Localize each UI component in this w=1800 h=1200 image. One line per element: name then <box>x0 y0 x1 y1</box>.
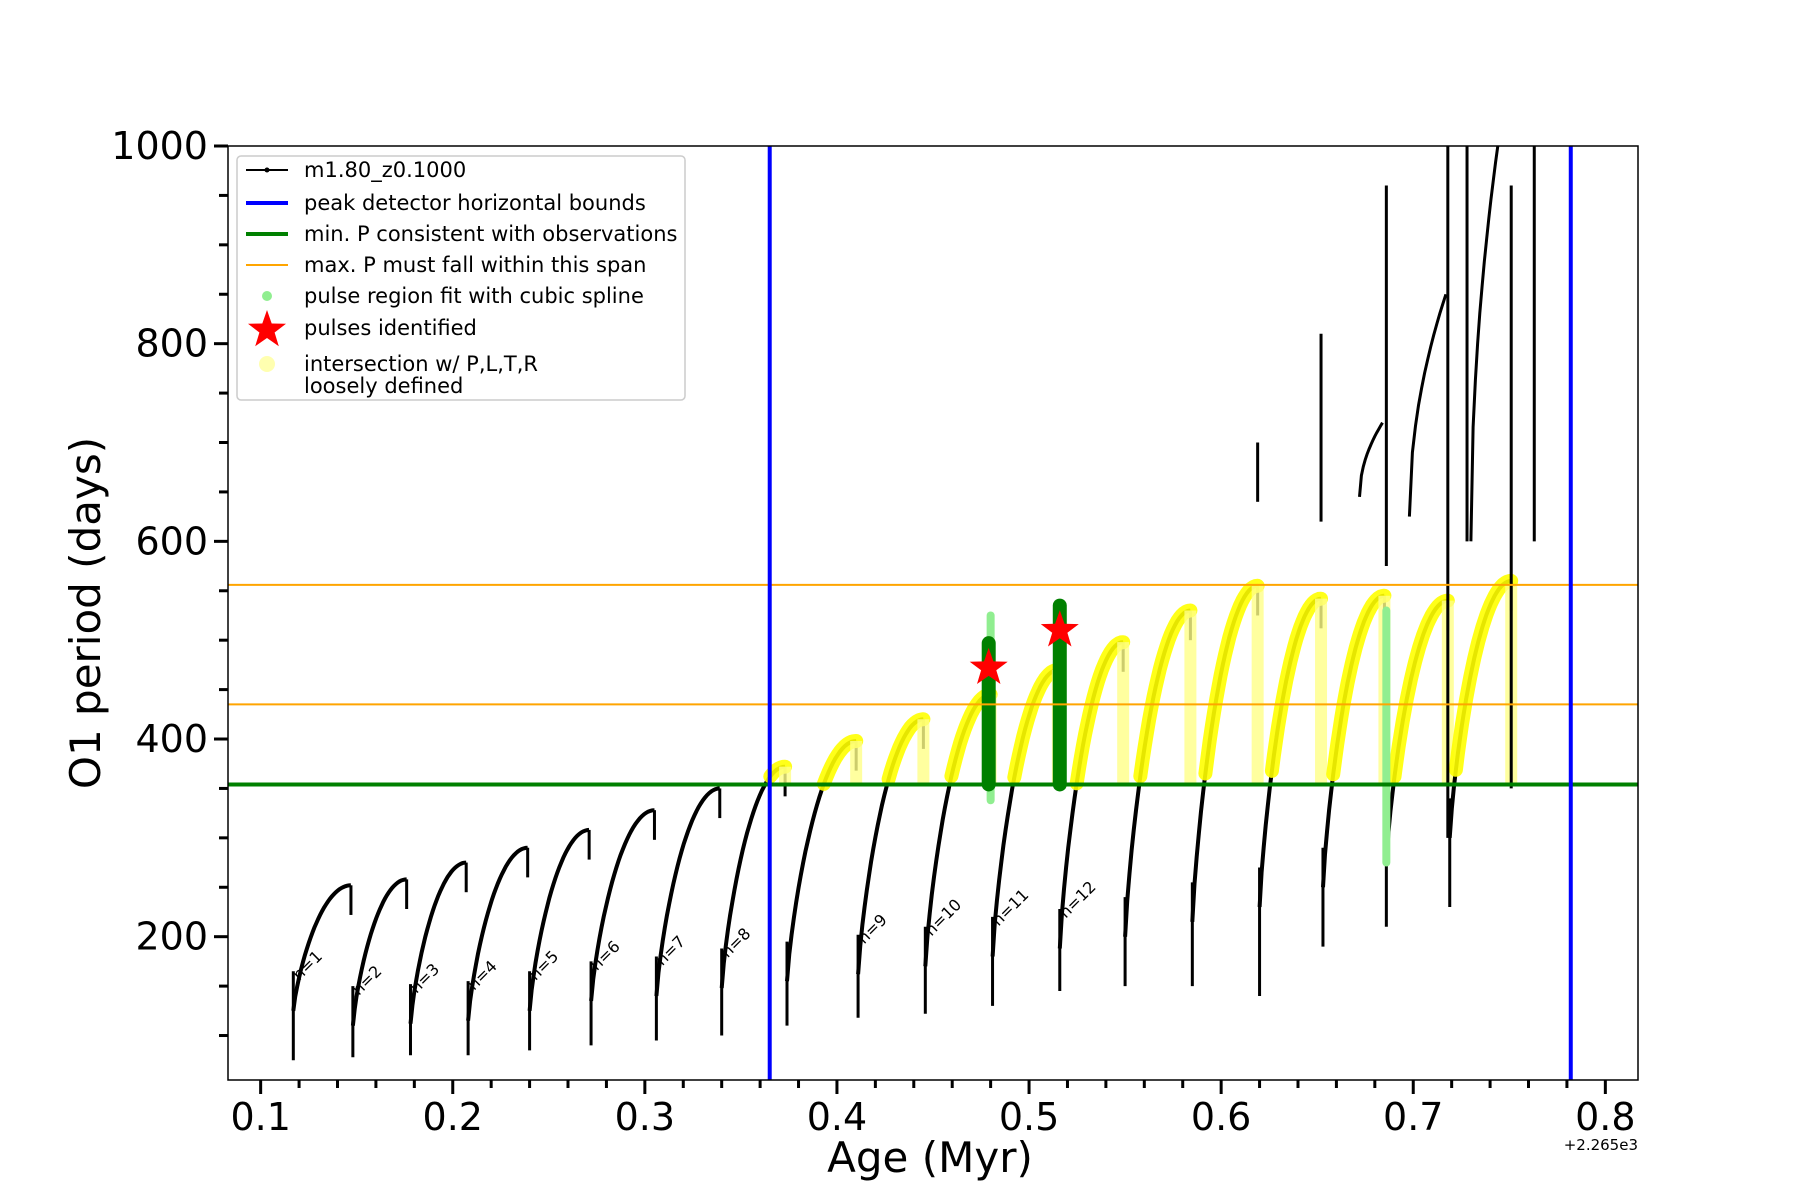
high-period-track <box>1469 146 1500 542</box>
x-tick-label: 0.7 <box>1383 1095 1443 1139</box>
legend-label: intersection w/ P,L,T,R <box>304 352 538 376</box>
legend-label: min. P consistent with observations <box>304 222 677 246</box>
x-offset-label: +2.265e3 <box>1564 1136 1638 1154</box>
intersection-highlight <box>1007 662 1065 785</box>
intersection-highlight <box>1264 591 1328 778</box>
x-axis-title: Age (Myr) <box>827 1133 1033 1182</box>
y-tick-label: 600 <box>135 519 208 563</box>
intersection-highlight <box>1069 635 1131 791</box>
pulse-identified-star <box>1040 610 1079 647</box>
x-tick-label: 0.4 <box>807 1095 867 1139</box>
high-period-track <box>1358 421 1384 498</box>
x-tick-label: 0.5 <box>999 1095 1059 1139</box>
x-tick-label: 0.8 <box>1575 1095 1635 1139</box>
legend-label-line2: loosely defined <box>304 374 463 398</box>
legend-label: m1.80_z0.1000 <box>304 158 466 183</box>
intersection-highlight <box>1198 578 1265 781</box>
legend-swatch-star <box>248 310 286 347</box>
legend-box <box>236 155 686 401</box>
legend-swatch-dot <box>259 356 275 372</box>
intersection-highlight <box>1326 588 1392 782</box>
series-line-segment <box>527 827 590 1011</box>
y-tick-label: 800 <box>135 322 208 366</box>
series-line-segment <box>408 860 467 1024</box>
data-layer: n=1 n=2 n=3 n=4 n=5 n=6 n=7 n=8 n=9 n=10 n=11 n=12 <box>228 146 1638 1080</box>
y-tick-label: 1000 <box>111 124 208 168</box>
series-line-segment <box>654 786 720 997</box>
x-tick-label: 0.6 <box>1191 1095 1251 1139</box>
legend-label: max. P must fall within this span <box>304 253 646 277</box>
y-tick-label: 400 <box>135 717 208 761</box>
intersection-highlight <box>1387 593 1455 784</box>
legend-label: pulse region fit with cubic spline <box>304 284 644 308</box>
x-tick-label: 0.3 <box>615 1095 675 1139</box>
x-tick-label: 0.1 <box>230 1095 290 1139</box>
legend-label: peak detector horizontal bounds <box>304 191 646 215</box>
legend-swatch-marker <box>264 167 270 173</box>
series-line-segment <box>291 883 352 1012</box>
y-tick-label: 200 <box>135 915 208 959</box>
high-period-track <box>1407 293 1448 517</box>
series-line-segment <box>350 877 407 1026</box>
axes-layer: 0.1 0.2 0.3 0.4 0.5 0.6 0.7 0.8 200 400 600 800 1000 <box>111 124 1635 1139</box>
x-tick-label: 0.2 <box>423 1095 483 1139</box>
series-line-segment <box>466 845 528 1021</box>
legend-label: pulses identified <box>304 316 477 340</box>
series-line-segment <box>589 808 655 1002</box>
legend-swatch-dot <box>262 291 272 301</box>
y-axis-title: O1 period (days) <box>61 437 110 789</box>
intersection-highlight <box>1133 603 1198 784</box>
pulse-identified-star <box>969 647 1008 684</box>
plot-frame <box>227 145 1639 1081</box>
